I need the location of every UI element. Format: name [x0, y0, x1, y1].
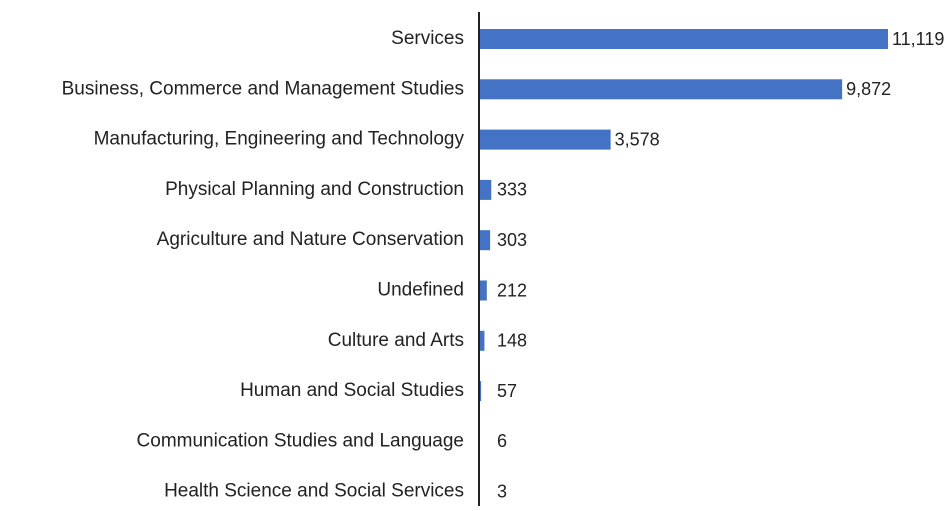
data-label: 9,872	[846, 79, 891, 99]
bar	[480, 29, 888, 49]
data-label: 11,119	[892, 29, 944, 49]
category-label: Manufacturing, Engineering and Technolog…	[94, 129, 465, 150]
category-label: Undefined	[377, 280, 464, 301]
bar	[480, 330, 485, 351]
data-label: 57	[497, 381, 517, 401]
bar	[480, 381, 482, 402]
category-label: Culture and Arts	[328, 330, 464, 351]
data-label: 212	[497, 280, 527, 300]
category-label: Human and Social Studies	[240, 380, 464, 401]
bar	[480, 280, 487, 301]
category-label: Communication Studies and Language	[137, 430, 464, 451]
bar	[480, 129, 611, 150]
data-label: 303	[497, 230, 527, 250]
category-label: Services	[391, 28, 464, 49]
data-label: 333	[497, 180, 527, 200]
data-label: 148	[497, 331, 527, 351]
data-label: 6	[497, 431, 507, 451]
data-label: 3,578	[615, 129, 660, 149]
bar	[480, 79, 843, 100]
bar	[480, 179, 492, 200]
category-label: Agriculture and Nature Conservation	[157, 229, 464, 250]
data-label: 3	[497, 481, 507, 501]
category-label: Physical Planning and Construction	[165, 179, 464, 200]
category-label: Business, Commerce and Management Studie…	[62, 78, 464, 99]
bar	[480, 230, 491, 251]
category-label: Health Science and Social Services	[164, 481, 464, 502]
